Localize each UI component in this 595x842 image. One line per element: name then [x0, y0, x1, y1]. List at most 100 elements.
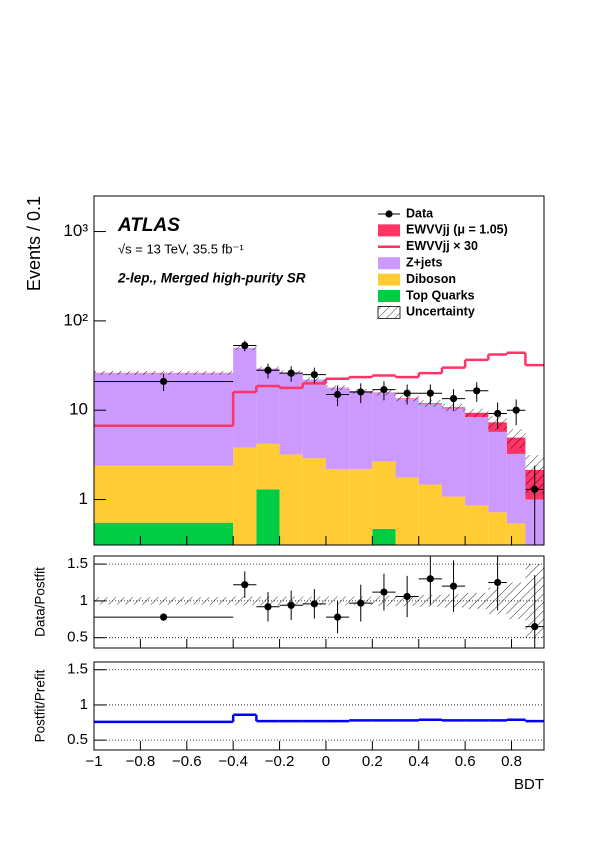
x-tick-label: 0.2 — [362, 753, 383, 770]
data-point — [449, 394, 458, 403]
legend-label: EWVVjj (μ = 1.05) — [406, 223, 508, 237]
legend-label: Z+jets — [406, 255, 443, 269]
ratio-point — [241, 581, 249, 589]
data-point — [512, 406, 520, 414]
legend-swatch — [378, 257, 400, 270]
uncertainty-band — [506, 429, 526, 449]
stack-bar — [279, 454, 303, 545]
stack-bar — [441, 408, 466, 497]
y-tick-label: 0.5 — [67, 731, 88, 748]
stack-bar — [418, 484, 442, 545]
stack-bar — [506, 453, 526, 524]
legend-label: Top Quarks — [406, 288, 475, 302]
x-tick-label: 0.4 — [408, 753, 429, 770]
y-tick-label: 10 — [69, 400, 88, 419]
x-tick-label: −0.4 — [218, 753, 248, 770]
y-tick-label: 10² — [63, 310, 88, 329]
stack-bar — [325, 468, 350, 545]
y-tick-label: 1 — [80, 592, 88, 609]
legend-label: Diboson — [406, 272, 456, 286]
y-tick-label: 10³ — [63, 221, 88, 240]
plot-area — [94, 340, 544, 553]
stack-bar — [233, 347, 257, 448]
ratio-band — [506, 582, 526, 620]
y-tick-label: 0.5 — [67, 629, 88, 646]
data-point — [426, 389, 434, 397]
stack-bar — [525, 547, 544, 553]
data-point — [333, 390, 342, 399]
stack-bar — [395, 398, 419, 478]
stack-bar — [94, 522, 234, 545]
ratio-point — [357, 599, 365, 607]
ratio-point — [380, 588, 388, 596]
ratio-point — [449, 582, 458, 590]
legend-swatch — [377, 305, 401, 319]
ratio-band — [465, 592, 489, 609]
stack-bar — [302, 458, 326, 545]
stack-bar — [256, 489, 280, 545]
stack-bar — [441, 496, 466, 545]
energy-label: √s = 13 TeV, 35.5 fb⁻¹ — [118, 241, 244, 256]
stack-bar — [325, 387, 350, 469]
ratio-point — [287, 601, 295, 609]
uncertainty-band — [94, 370, 234, 375]
y-axis-label: Events / 0.1 — [24, 196, 44, 291]
ratio-point — [531, 623, 539, 631]
ratio-point — [159, 613, 168, 621]
stack-bar — [256, 443, 280, 490]
y-axis-label: Data/Postfit — [33, 567, 48, 637]
y-axis-label: Postfit/Prefit — [33, 669, 48, 742]
data-point — [357, 388, 365, 396]
stack-bar — [349, 468, 373, 545]
legend-label: EWVVjj × 30 — [406, 239, 478, 253]
stack-bar — [488, 431, 507, 513]
panel-frame — [93, 195, 545, 546]
x-tick-label: 0.6 — [455, 753, 476, 770]
y-tick-label: 1.5 — [67, 661, 88, 678]
atlas-label: ATLAS — [117, 215, 180, 236]
x-tick-label: 0 — [322, 753, 330, 770]
data-point — [403, 389, 411, 397]
stack-bar — [372, 461, 396, 529]
x-tick-label: 0.8 — [501, 753, 522, 770]
data-point — [473, 387, 481, 395]
stack-bar — [349, 391, 373, 469]
data-point — [159, 377, 168, 386]
ratio-point — [494, 578, 502, 587]
legend-marker — [385, 210, 393, 218]
ratio-point — [333, 613, 342, 621]
data-point — [494, 409, 502, 418]
y-tick-label: 1 — [80, 696, 88, 713]
data-point — [287, 369, 295, 377]
data-point — [241, 341, 249, 350]
legend-swatch — [378, 273, 400, 286]
ratio-point — [264, 603, 272, 611]
stack-bar — [465, 417, 489, 506]
stack-bar — [418, 404, 442, 485]
x-tick-label: −0.6 — [172, 753, 202, 770]
data-point — [380, 386, 388, 394]
stack-bar — [302, 379, 326, 459]
data-point — [310, 371, 318, 379]
uncertainty-band — [465, 408, 489, 418]
ratio-point — [310, 600, 318, 608]
region-label: 2-lep., Merged high-purity SR — [117, 271, 306, 286]
stack-bar — [395, 477, 419, 545]
legend-swatch — [378, 224, 400, 237]
data-point — [531, 485, 539, 493]
stack-bar — [94, 465, 234, 523]
data-point — [264, 366, 272, 374]
ratio-point — [403, 592, 411, 601]
stack-bar — [256, 368, 280, 444]
x-axis-label: BDT — [514, 776, 544, 793]
stack-bar — [279, 372, 303, 455]
legend-label: Data — [406, 206, 434, 220]
x-tick-label: −0.2 — [265, 753, 295, 770]
ratio-point — [426, 575, 434, 583]
legend-swatch — [378, 290, 400, 302]
legend-label: Uncertainty — [406, 305, 475, 319]
stack-bar — [465, 505, 489, 545]
x-tick-label: −1 — [85, 753, 102, 770]
